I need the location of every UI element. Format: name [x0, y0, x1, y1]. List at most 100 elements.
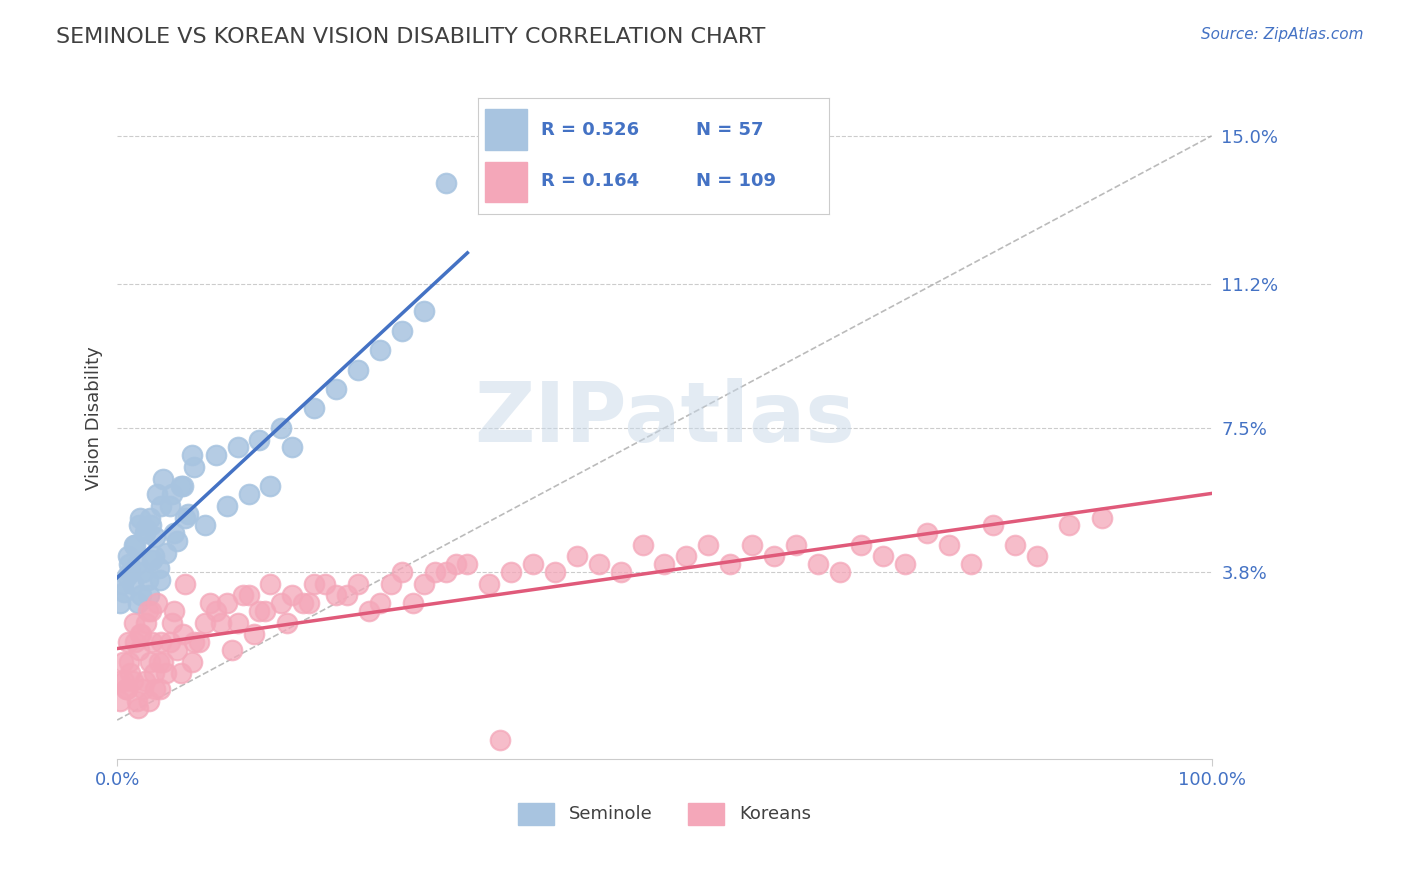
Point — [174, 576, 197, 591]
Point — [122, 538, 145, 552]
Point — [159, 499, 181, 513]
Point — [981, 518, 1004, 533]
Point — [347, 576, 370, 591]
Point — [243, 627, 266, 641]
Point — [145, 596, 167, 610]
Point — [183, 635, 205, 649]
Point — [127, 596, 149, 610]
Point — [117, 635, 139, 649]
Point — [152, 655, 174, 669]
Point — [169, 479, 191, 493]
Point — [115, 681, 138, 696]
Point — [434, 565, 457, 579]
Point — [347, 362, 370, 376]
Point — [148, 561, 170, 575]
Point — [122, 615, 145, 630]
Point — [544, 565, 567, 579]
Point — [141, 635, 163, 649]
Point — [125, 558, 148, 572]
Point — [368, 343, 391, 357]
Point — [169, 666, 191, 681]
Point — [136, 573, 159, 587]
Text: Source: ZipAtlas.com: Source: ZipAtlas.com — [1201, 27, 1364, 42]
Point — [129, 627, 152, 641]
Point — [111, 655, 134, 669]
Point — [124, 538, 146, 552]
Point — [412, 576, 434, 591]
Point — [128, 643, 150, 657]
Point — [588, 558, 610, 572]
Point — [145, 487, 167, 501]
Point — [110, 693, 132, 707]
Point — [894, 558, 917, 572]
Point — [125, 693, 148, 707]
Point — [115, 681, 138, 696]
Point — [174, 510, 197, 524]
Point — [188, 635, 211, 649]
Point — [325, 589, 347, 603]
Text: SEMINOLE VS KOREAN VISION DISABILITY CORRELATION CHART: SEMINOLE VS KOREAN VISION DISABILITY COR… — [56, 27, 766, 46]
Point — [762, 549, 785, 564]
Point — [238, 589, 260, 603]
Point — [115, 569, 138, 583]
Point — [194, 615, 217, 630]
Point — [215, 596, 238, 610]
Point — [915, 526, 938, 541]
Point — [270, 421, 292, 435]
Point — [136, 604, 159, 618]
Point — [226, 441, 249, 455]
Point — [180, 448, 202, 462]
Point — [807, 558, 830, 572]
Point — [145, 530, 167, 544]
Point — [124, 635, 146, 649]
Point — [565, 549, 588, 564]
Point — [143, 666, 166, 681]
Point — [139, 518, 162, 533]
Point — [166, 643, 188, 657]
Point — [120, 666, 142, 681]
Point — [249, 604, 271, 618]
Point — [138, 693, 160, 707]
Point — [139, 655, 162, 669]
Point — [391, 324, 413, 338]
Point — [159, 635, 181, 649]
Point — [872, 549, 894, 564]
Point — [204, 448, 226, 462]
Point — [145, 681, 167, 696]
Point — [121, 576, 143, 591]
Point — [141, 553, 163, 567]
Point — [522, 558, 544, 572]
Point — [209, 615, 232, 630]
Point — [276, 615, 298, 630]
Point — [143, 549, 166, 564]
Point — [232, 589, 254, 603]
Point — [139, 604, 162, 618]
Point — [489, 732, 512, 747]
Point — [200, 596, 222, 610]
Point — [180, 655, 202, 669]
Point — [851, 538, 873, 552]
Point — [108, 674, 131, 689]
Point — [139, 510, 162, 524]
Point — [298, 596, 321, 610]
Point — [129, 627, 152, 641]
Point — [129, 510, 152, 524]
Point — [135, 522, 157, 536]
Point — [302, 576, 325, 591]
Point — [132, 565, 155, 579]
Point — [960, 558, 983, 572]
Point — [314, 576, 336, 591]
Point — [292, 596, 315, 610]
Point — [253, 604, 276, 618]
Point — [127, 701, 149, 715]
Point — [357, 604, 380, 618]
Point — [183, 459, 205, 474]
Point — [177, 507, 200, 521]
Point — [1025, 549, 1047, 564]
Point — [134, 526, 156, 541]
Point — [302, 401, 325, 416]
Point — [215, 499, 238, 513]
Point — [675, 549, 697, 564]
Point — [118, 558, 141, 572]
Text: ZIPatlas: ZIPatlas — [474, 377, 855, 458]
